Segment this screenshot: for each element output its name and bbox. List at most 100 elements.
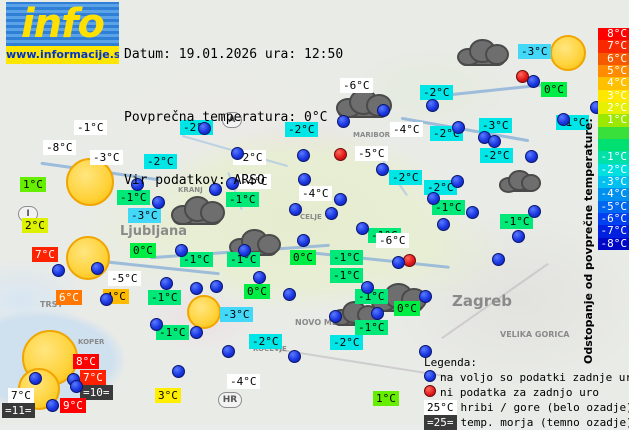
temperature-label: -4°C [227,374,260,389]
station-marker-available[interactable] [512,230,525,243]
station-marker-available[interactable] [175,244,188,257]
temperature-label: 0°C [244,284,270,299]
sun-icon [66,236,110,280]
station-marker-available[interactable] [525,150,538,163]
station-marker-available[interactable] [29,372,42,385]
station-marker-available[interactable] [356,222,369,235]
logo-text: info [6,2,119,46]
station-marker-available[interactable] [190,326,203,339]
station-marker-available[interactable] [492,253,505,266]
temperature-label: -5°C [108,271,141,286]
temperature-label: -1°C [74,120,107,135]
temperature-label: 8°C [73,354,99,369]
header-source-line: Vir podatkov: ARSO [124,170,343,191]
legend-chip: =25= [424,415,457,430]
color-scale-row [598,127,629,139]
legend-chip: 25°C [424,400,457,415]
temperature-label: =11= [2,403,35,418]
cloud-icon [498,170,538,192]
station-marker-available[interactable] [392,256,405,269]
station-marker-available[interactable] [297,234,310,247]
station-marker-available[interactable] [150,318,163,331]
legend-item-text: na voljo so podatki zadnje ure [440,371,629,384]
station-marker-available[interactable] [46,399,59,412]
temperature-label: -6°C [340,78,373,93]
station-marker-available[interactable] [283,288,296,301]
station-marker-available[interactable] [190,282,203,295]
temperature-label: -2°C [330,335,363,350]
station-marker-available[interactable] [376,163,389,176]
legend-title: Legenda: [424,355,624,370]
country-badge: HR [218,392,242,408]
temperature-label: -2°C [389,170,422,185]
station-marker-available[interactable] [52,264,65,277]
station-marker-available[interactable] [437,218,450,231]
station-marker-available[interactable] [172,365,185,378]
station-marker-no-data[interactable] [403,254,416,267]
temperature-label: -2°C [480,148,513,163]
temperature-label: 0°C [541,82,567,97]
station-marker-available[interactable] [222,345,235,358]
color-scale-row: 7°C [598,40,629,52]
station-marker-available[interactable] [160,277,173,290]
temperature-label: -1°C [355,320,388,335]
header-date-line: Datum: 19.01.2026 ura: 12:50 [124,44,343,65]
temperature-label: 3°C [155,388,181,403]
temperature-label: 9°C [60,398,86,413]
station-marker-available[interactable] [100,293,113,306]
station-marker-available[interactable] [210,280,223,293]
temperature-label: -3°C [518,44,551,59]
color-scale-row: -8°C [598,238,629,250]
temperature-label: -5°C [355,146,388,161]
temperature-label: 0°C [394,301,420,316]
color-scale-title: Odstopanje od povprečne temperature: [565,28,587,368]
station-marker-available[interactable] [451,175,464,188]
legend-item-text: temp. morja (temno ozadje) [461,416,629,429]
station-marker-available[interactable] [488,135,501,148]
station-marker-available[interactable] [466,206,479,219]
station-marker-available[interactable] [253,271,266,284]
sun-icon [66,158,114,206]
cloud-icon [456,38,506,66]
header-average-temp-line: Povprečna temperatura: 0°C [124,107,343,128]
temperature-label: -6°C [376,233,409,248]
red-dot-icon [424,385,436,397]
station-marker-available[interactable] [91,262,104,275]
temperature-label: 7°C [8,388,34,403]
temperature-label: -4°C [390,122,423,137]
site-logo[interactable]: info www.informacije.si [6,2,119,64]
station-marker-available[interactable] [329,310,342,323]
temperature-label: -1°C [148,290,181,305]
blue-dot-icon [424,370,436,382]
temperature-label: -1°C [330,268,363,283]
color-scale: Odstopanje od povprečne temperature: 8°C… [565,28,629,368]
legend-item: na voljo so podatki zadnje ure [424,370,624,385]
station-marker-available[interactable] [426,99,439,112]
temperature-label: 0°C [290,250,316,265]
station-marker-available[interactable] [377,104,390,117]
station-marker-available[interactable] [238,244,251,257]
station-marker-available[interactable] [70,380,83,393]
color-scale-title-text: Odstopanje od povprečne temperature: [582,28,595,364]
station-marker-available[interactable] [528,205,541,218]
temperature-label: -3°C [220,307,253,322]
station-marker-available[interactable] [452,121,465,134]
legend-item-text: ni podatka za zadnjo uro [440,386,599,399]
legend-item-text: hribi / gore (belo ozadje) [461,401,629,414]
temperature-label: 6°C [56,290,82,305]
color-scale-row: 4°C [598,77,629,89]
station-marker-available[interactable] [361,281,374,294]
temperature-label: -8°C [43,140,76,155]
station-marker-available[interactable] [371,307,384,320]
station-marker-available[interactable] [427,192,440,205]
station-marker-available[interactable] [288,350,301,363]
temperature-label: -2°C [420,85,453,100]
temperature-label: 7°C [32,247,58,262]
legend-title-text: Legenda: [424,356,477,369]
temperature-label: 7°C [80,370,106,385]
station-marker-no-data[interactable] [516,70,529,83]
station-marker-available[interactable] [419,290,432,303]
